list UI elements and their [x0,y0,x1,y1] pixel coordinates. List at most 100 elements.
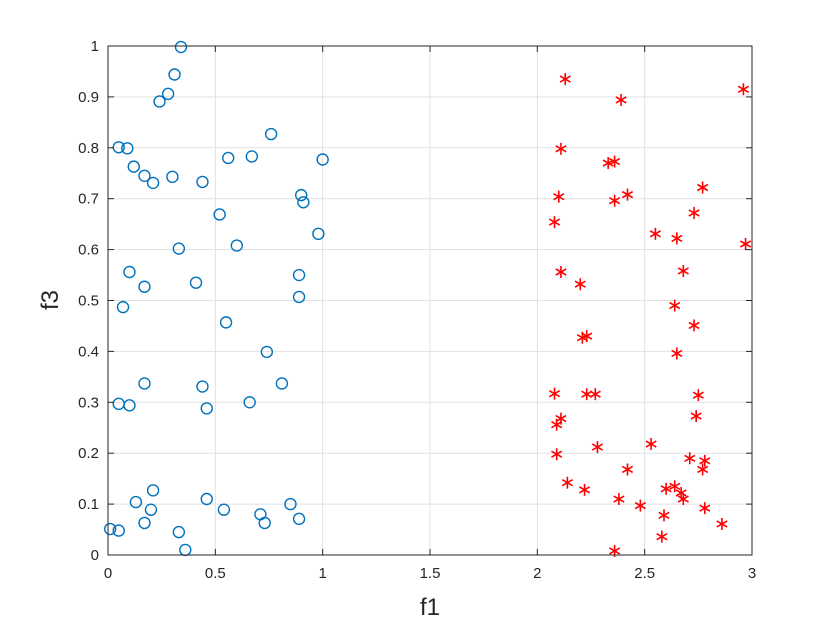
data-point-circle [196,380,209,393]
asterisk-stroke [669,301,681,310]
data-point-circle [146,484,160,497]
data-point-asterisk [634,499,646,512]
data-point-asterisk [602,157,614,170]
asterisk-stroke [613,495,625,503]
y-tick-label: 0.1 [78,496,99,513]
asterisk-stroke [671,349,683,358]
data-point-circle [123,399,136,412]
y-tick-label: 0.8 [78,140,99,157]
y-tick-label: 0.2 [78,445,99,462]
data-point-circle [172,525,186,539]
data-point-asterisk [589,388,601,401]
asterisk-stroke [609,547,621,555]
data-point-circle [138,169,151,182]
asterisk-stroke [660,485,672,493]
data-point-circle [292,268,306,282]
data-point-circle [196,175,209,189]
data-point-asterisk [553,190,565,203]
data-point-circle [123,265,136,279]
x-tick-label: 3 [748,565,756,582]
asterisk-stroke [692,391,704,399]
asterisk-stroke [688,209,700,217]
y-tick-label: 0.6 [78,242,99,259]
data-point-asterisk [649,227,661,240]
asterisk-stroke [621,190,634,199]
data-point-circle [230,239,244,252]
data-point-circle [103,522,117,536]
data-point-circle [161,87,175,101]
data-point-circle [138,516,151,530]
asterisk-stroke [548,218,561,226]
data-point-circle [284,497,297,511]
data-point-asterisk [737,83,750,96]
asterisk-stroke [649,230,661,238]
data-point-circle [316,153,329,166]
asterisk-stroke [677,495,689,503]
asterisk-stroke [574,280,586,288]
asterisk-stroke [602,159,614,167]
asterisk-stroke [555,268,567,276]
asterisk-stroke [581,390,593,398]
asterisk-stroke [675,489,687,497]
asterisk-stroke [609,157,621,166]
data-point-asterisk [669,480,681,493]
asterisk-stroke [578,486,591,494]
asterisk-stroke [737,85,750,93]
data-point-asterisk [688,206,700,219]
data-point-asterisk [578,483,591,496]
y-tick-label: 0.7 [78,191,99,208]
data-point-asterisk [591,441,604,454]
data-point-asterisk [555,142,567,155]
asterisk-stroke [656,532,668,541]
data-point-asterisk [551,418,563,431]
asterisk-stroke [697,465,709,474]
asterisk-stroke [699,457,711,465]
y-tick-label: 0.9 [78,89,99,106]
y-tick-label: 0.4 [78,343,99,360]
data-point-circle [112,524,125,537]
data-point-asterisk [697,463,709,476]
asterisk-stroke [739,240,752,248]
data-point-circle [168,68,181,81]
data-point-circle [121,142,134,155]
data-point-circle [292,290,306,304]
x-tick-label: 2.5 [634,565,655,582]
data-point-asterisk [621,188,634,201]
data-point-asterisk [658,509,670,522]
data-point-asterisk [739,238,752,251]
asterisk-stroke [561,479,573,487]
data-point-asterisk [699,454,711,467]
data-point-asterisk [656,530,668,543]
data-point-asterisk [581,330,593,343]
asterisk-stroke [591,443,604,451]
asterisk-stroke [581,332,593,340]
data-point-asterisk [645,438,657,451]
asterisk-stroke [559,75,571,83]
data-point-circle [295,188,308,202]
y-axis-label: f3 [37,290,64,310]
data-point-asterisk [692,389,704,402]
data-point-asterisk [699,502,711,515]
data-point-asterisk [613,493,625,506]
data-point-circle [179,543,192,557]
asterisk-stroke [684,454,696,462]
data-point-asterisk [671,347,683,360]
data-point-circle [219,316,233,329]
data-point-asterisk [609,155,621,168]
asterisk-stroke [551,450,563,458]
data-point-asterisk [581,388,593,401]
data-point-asterisk [609,194,621,207]
data-point-asterisk [697,181,709,194]
asterisk-stroke [699,504,711,512]
data-point-asterisk [684,452,696,465]
y-tick-label: 0.3 [78,394,99,411]
asterisk-stroke [645,440,657,448]
data-point-circle [243,396,256,409]
data-point-circle [174,40,188,54]
x-tick-label: 1.5 [420,565,441,582]
y-tick-label: 0.5 [78,293,99,310]
asterisk-stroke [658,511,670,519]
data-point-circle [292,512,306,526]
y-tick-label: 1 [91,38,99,55]
data-point-circle [189,276,203,289]
